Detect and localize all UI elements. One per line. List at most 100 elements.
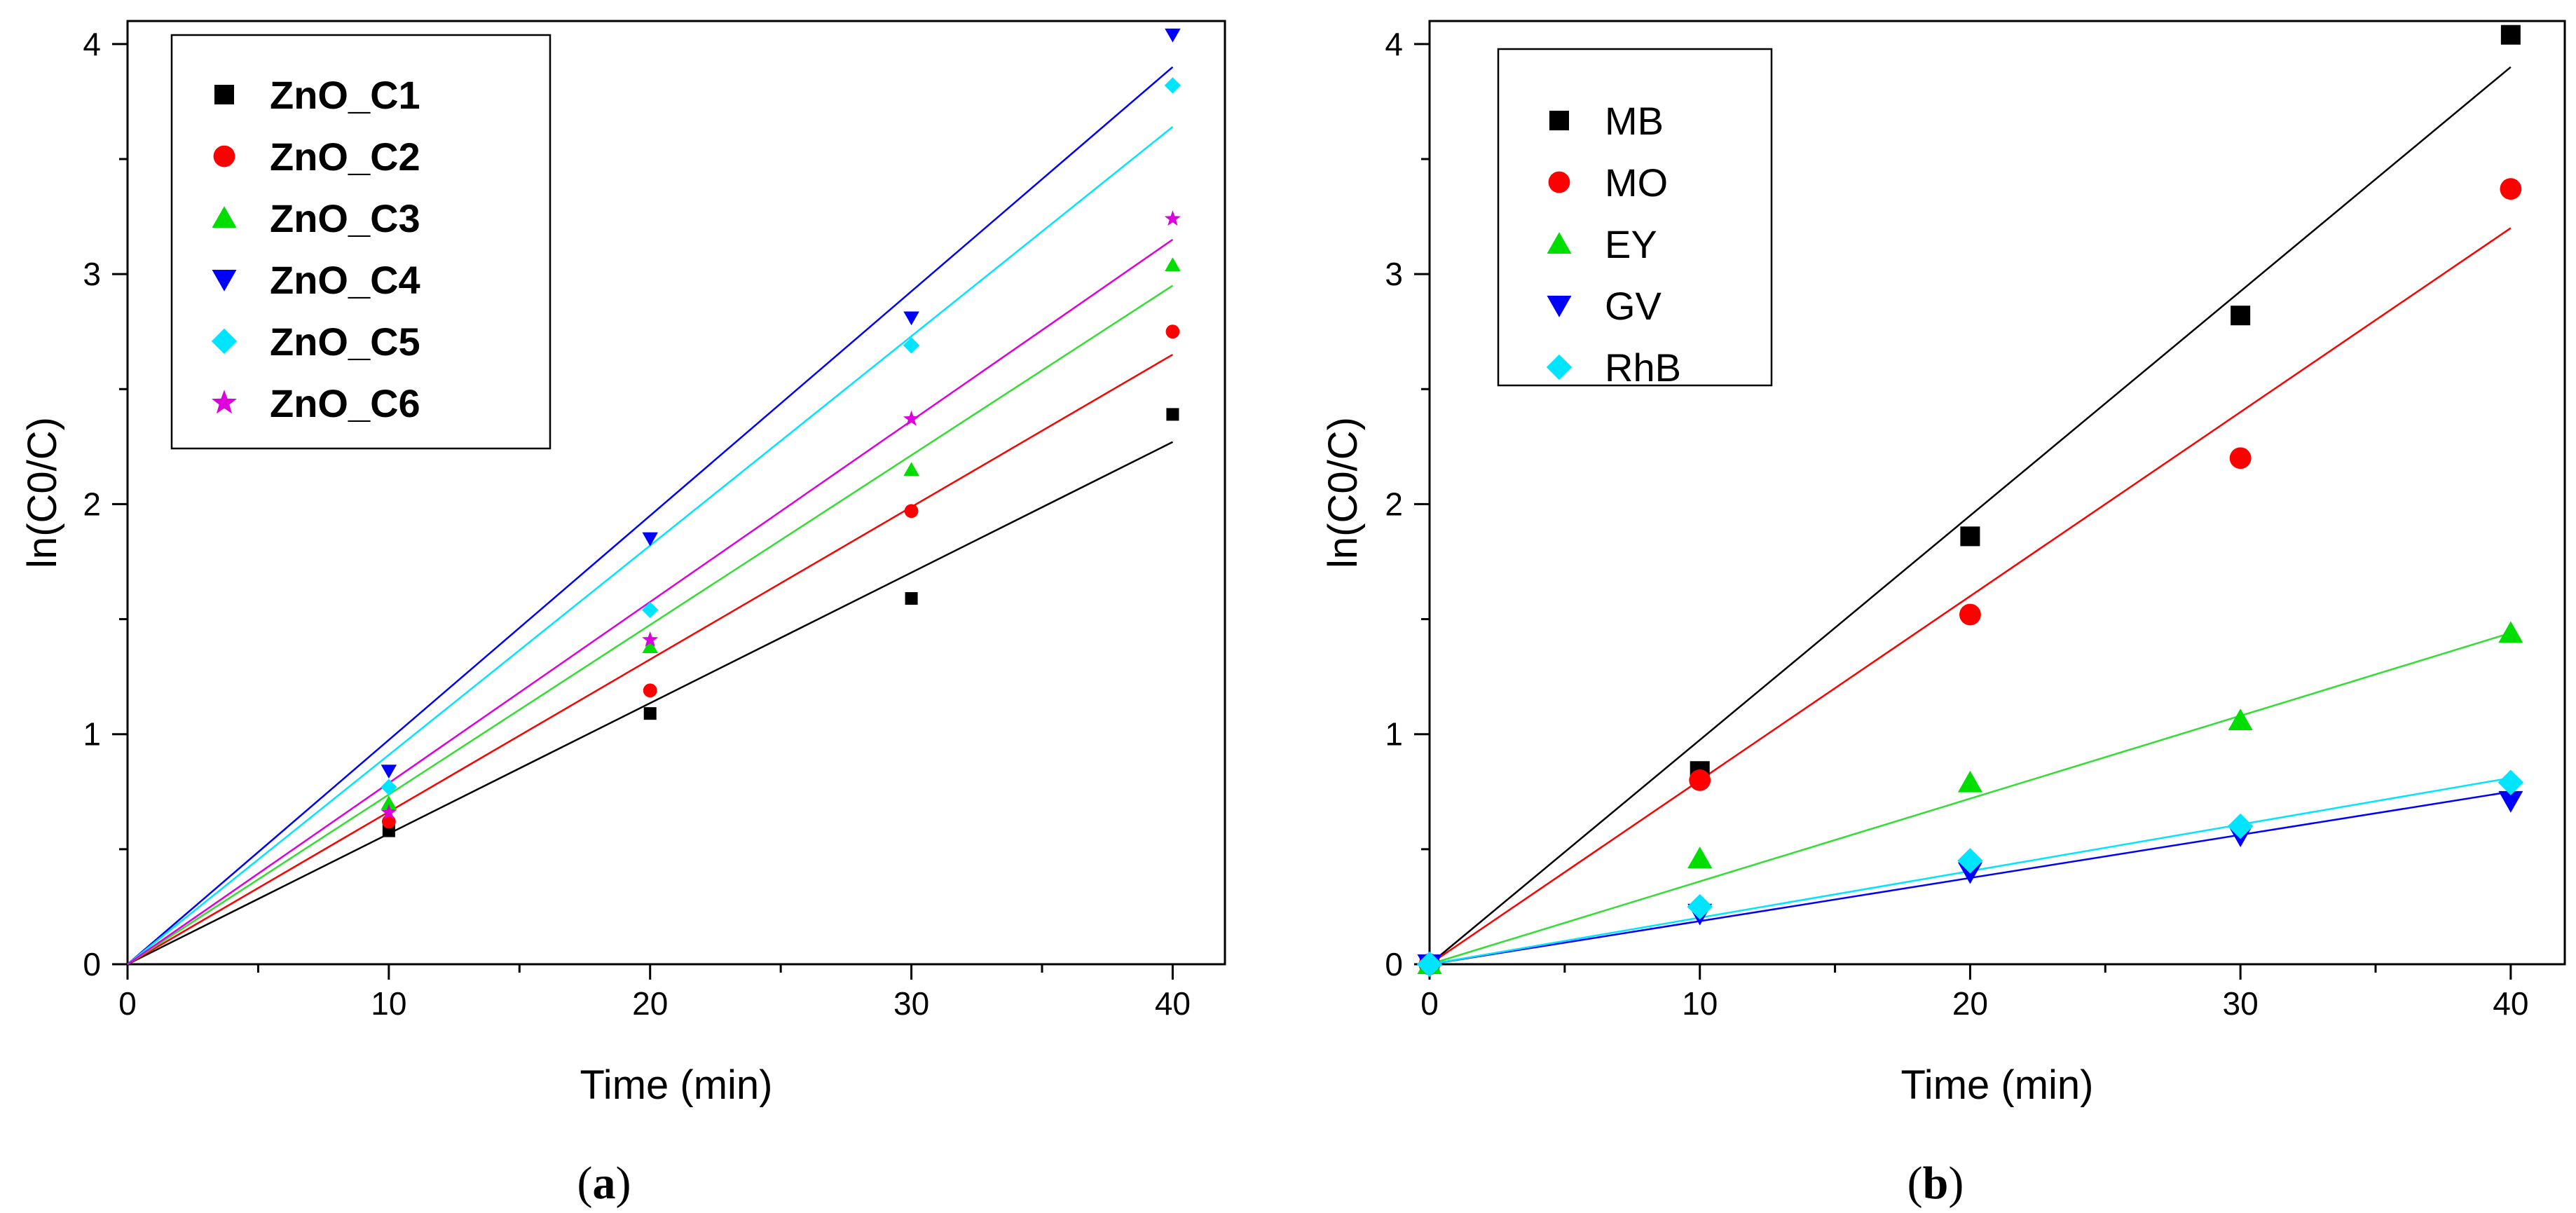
data-point-zno-c3	[1165, 257, 1181, 271]
data-point-gv	[2498, 790, 2523, 813]
x-axis-label: Time (min)	[1901, 1062, 2094, 1108]
plot-frame	[126, 20, 1226, 966]
x-tick-label: 30	[2223, 985, 2259, 1022]
data-point-mb	[1960, 526, 1980, 547]
x-tick-label: 10	[371, 985, 406, 1022]
legend-label: GV	[1605, 284, 1662, 328]
fit-line-ey	[1429, 632, 2512, 966]
y-tick-label: 2	[1385, 486, 1403, 522]
x-tick-label: 40	[1155, 985, 1191, 1022]
y-axis-label: ln(C0/C)	[1320, 417, 1366, 568]
legend-symbol	[1549, 111, 1569, 130]
data-point-rhb	[1687, 893, 1713, 920]
data-point-ey	[2228, 708, 2253, 731]
fit-line-zno-c2	[127, 353, 1174, 966]
data-point-mo	[1959, 603, 1981, 626]
panel-label: (b)	[1907, 1158, 1964, 1209]
legend-symbol	[214, 85, 234, 104]
data-point-zno-c5	[642, 601, 659, 619]
data-point-zno-c2	[1165, 324, 1180, 339]
legend-label: ZnO_C1	[270, 73, 420, 117]
data-point-zno-c5	[1164, 77, 1181, 94]
y-tick-label: 0	[83, 946, 101, 982]
x-tick-label: 10	[1682, 985, 1718, 1022]
y-tick-label: 4	[83, 26, 101, 62]
legend-label: RhB	[1605, 345, 1681, 390]
legend-symbol	[212, 390, 237, 414]
data-point-zno-c4	[642, 532, 658, 547]
y-axis-label: ln(C0/C)	[20, 417, 65, 568]
legend-label: EY	[1605, 222, 1657, 266]
legend-label: ZnO_C3	[270, 196, 420, 240]
data-point-zno-c3	[903, 462, 919, 477]
x-tick-label: 40	[2493, 985, 2528, 1022]
data-point-zno-c2	[381, 814, 396, 829]
legend-box	[170, 34, 551, 450]
legend-label: MB	[1605, 99, 1664, 143]
data-point-ey	[1957, 770, 1982, 793]
chart-panel-a: 0 10 20 30 40 0 1 2 3 4 Time (min) ln(C0/C) ZnO_C1 Zn…	[20, 20, 1226, 1209]
data-point-rhb	[1416, 951, 1443, 978]
legend-box	[1497, 48, 1773, 387]
data-point-mb	[2500, 25, 2521, 45]
legend-symbol	[213, 145, 235, 167]
legend-symbol	[212, 270, 237, 292]
y-tick-label: 4	[1385, 26, 1403, 62]
y-tick-label: 1	[83, 716, 101, 753]
y-tick-label: 3	[83, 256, 101, 292]
data-point-zno-c6	[903, 410, 920, 426]
x-axis-label: Time (min)	[580, 1062, 773, 1108]
data-point-zno-c6	[1164, 210, 1181, 226]
y-tick-label: 2	[83, 486, 101, 522]
legend-symbol	[1546, 354, 1573, 381]
data-point-zno-c5	[381, 779, 397, 795]
x-tick-label: 0	[1420, 985, 1439, 1022]
data-point-mo	[2500, 178, 2522, 200]
x-tick-label: 20	[632, 985, 668, 1022]
legend-label: ZnO_C5	[270, 320, 420, 364]
data-point-zno-c4	[1165, 28, 1181, 43]
legend-symbol	[212, 206, 237, 228]
data-point-zno-c1	[905, 592, 918, 605]
fit-line-mo	[1429, 227, 2512, 966]
plot-frame	[1428, 20, 2566, 966]
data-point-rhb	[1957, 848, 1983, 874]
data-point-zno-c4	[903, 311, 919, 326]
legend-symbol	[1548, 171, 1570, 193]
chart-panel-b: 0 10 20 30 40 0 1 2 3 4 Time (min) ln(C0/C) MB MO EY GV…	[1320, 20, 2566, 1209]
legend-symbol	[1547, 296, 1572, 317]
legend-label: MO	[1605, 160, 1668, 205]
data-point-zno-c4	[381, 765, 397, 779]
legend-symbol	[211, 328, 238, 355]
panel-label: (a)	[577, 1158, 631, 1209]
data-point-zno-c2	[643, 683, 657, 698]
fit-line-zno-c3	[127, 285, 1174, 966]
legend-label: ZnO_C2	[270, 135, 420, 179]
data-point-zno-c5	[903, 337, 920, 354]
data-point-rhb	[2498, 769, 2524, 795]
legend-label: ZnO_C6	[270, 381, 420, 425]
data-point-mb	[2231, 306, 2251, 326]
x-tick-label: 20	[1952, 985, 1988, 1022]
data-point-rhb	[2227, 813, 2254, 839]
fit-line-zno-c1	[127, 441, 1173, 966]
legend-symbol	[1547, 232, 1572, 254]
data-point-zno-c6	[381, 804, 397, 820]
data-point-zno-c1	[1166, 408, 1179, 421]
data-point-zno-c6	[642, 631, 659, 647]
data-point-zno-c3	[381, 795, 397, 810]
legend-label: ZnO_C4	[270, 258, 420, 302]
y-tick-label: 0	[1385, 946, 1403, 982]
data-point-ey	[1687, 847, 1713, 868]
data-point-zno-c2	[904, 504, 919, 519]
data-point-zno-c3	[642, 639, 658, 653]
data-point-ey	[2498, 621, 2523, 643]
y-tick-label: 1	[1385, 716, 1403, 753]
y-tick-label: 3	[1385, 256, 1403, 292]
fit-line-zno-c4	[127, 66, 1174, 965]
data-point-mo	[2229, 447, 2252, 470]
x-tick-label: 30	[893, 985, 929, 1022]
x-tick-label: 0	[118, 985, 137, 1022]
data-point-mo	[1689, 769, 1711, 791]
